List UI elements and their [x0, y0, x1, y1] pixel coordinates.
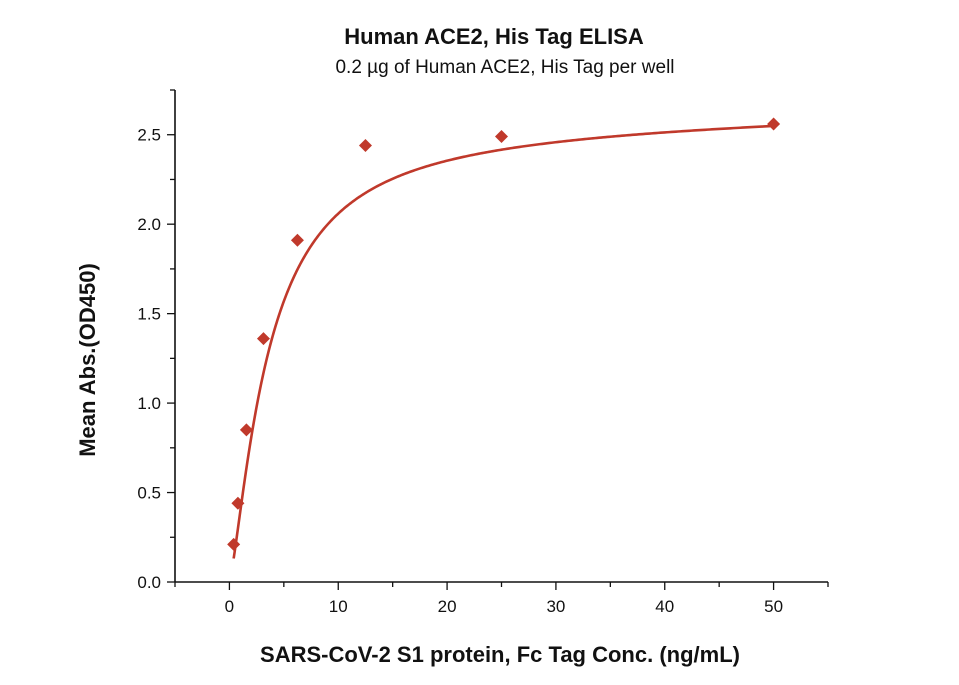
chart-title: Human ACE2, His Tag ELISA — [344, 24, 644, 49]
y-tick-label: 2.0 — [137, 215, 161, 234]
data-point — [767, 117, 781, 131]
x-axis-label: SARS-CoV-2 S1 protein, Fc Tag Conc. (ng/… — [260, 642, 740, 667]
fit-curve — [232, 124, 774, 559]
data-point — [231, 496, 245, 510]
y-tick-label: 1.0 — [137, 394, 161, 413]
y-tick-label: 0.5 — [137, 484, 161, 503]
data-point — [290, 233, 304, 247]
x-tick-label: 0 — [225, 597, 234, 616]
x-tick-label: 20 — [438, 597, 457, 616]
data-point — [239, 423, 253, 437]
x-tick-label: 10 — [329, 597, 348, 616]
y-tick-label: 1.5 — [137, 305, 161, 324]
data-points — [227, 117, 781, 551]
data-point — [256, 332, 270, 346]
data-point — [358, 138, 372, 152]
data-point — [227, 537, 241, 551]
fit-curve-layer — [232, 124, 774, 559]
chart-subtitle: 0.2 µg of Human ACE2, His Tag per well — [335, 57, 674, 78]
y-tick-label: 0.0 — [137, 573, 161, 592]
y-tick-label: 2.5 — [137, 126, 161, 145]
x-tick-label: 50 — [764, 597, 783, 616]
x-axis-ticks: 0 10 20 30 40 50 — [174, 582, 829, 616]
y-axis-ticks: 0.0 0.5 1.0 1.5 2.0 2.5 — [137, 89, 175, 592]
x-tick-label: 40 — [655, 597, 674, 616]
data-point — [495, 130, 508, 144]
y-axis-label: Mean Abs.(OD450) — [75, 263, 100, 457]
x-tick-label: 30 — [546, 597, 565, 616]
